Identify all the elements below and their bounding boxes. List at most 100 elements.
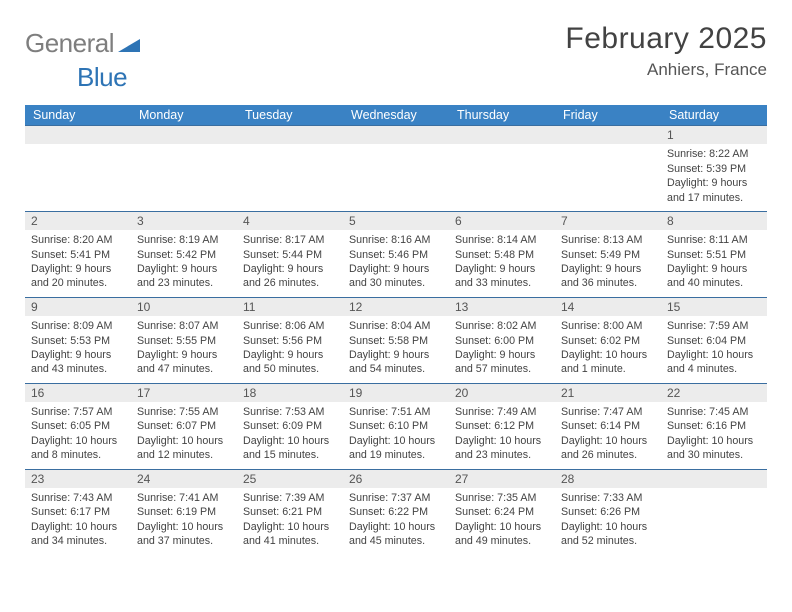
day-number: 23	[25, 470, 131, 488]
calendar-day-cell: 23 Sunrise: 7:43 AMSunset: 6:17 PMDayligh…	[25, 470, 131, 555]
day-info: Sunrise: 8:16 AMSunset: 5:46 PMDaylight:…	[349, 233, 443, 291]
day-number	[555, 126, 661, 144]
day-info: Sunrise: 8:17 AMSunset: 5:44 PMDaylight:…	[243, 233, 337, 291]
day-info: Sunrise: 7:49 AMSunset: 6:12 PMDaylight:…	[455, 405, 549, 463]
day-number: 17	[131, 384, 237, 402]
weekday-header-cell: Sunday	[25, 105, 131, 125]
calendar-week-row: 1 Sunrise: 8:22 AMSunset: 5:39 PMDaylight…	[25, 125, 767, 211]
month-title: February 2025	[565, 22, 767, 56]
day-number	[661, 470, 767, 488]
day-info: Sunrise: 8:07 AMSunset: 5:55 PMDaylight:…	[137, 319, 231, 377]
day-info: Sunrise: 7:45 AMSunset: 6:16 PMDaylight:…	[667, 405, 761, 463]
day-number: 5	[343, 212, 449, 230]
day-info: Sunrise: 7:37 AMSunset: 6:22 PMDaylight:…	[349, 491, 443, 549]
calendar-day-cell	[449, 126, 555, 211]
day-info: Sunrise: 8:11 AMSunset: 5:51 PMDaylight:…	[667, 233, 761, 291]
calendar-day-cell: 14Sunrise: 8:00 AMSunset: 6:02 PMDayligh…	[555, 298, 661, 383]
calendar-day-cell: 1 Sunrise: 8:22 AMSunset: 5:39 PMDaylight…	[661, 126, 767, 211]
day-number: 26	[343, 470, 449, 488]
day-number: 18	[237, 384, 343, 402]
calendar-day-cell: 8 Sunrise: 8:11 AMSunset: 5:51 PMDaylight…	[661, 212, 767, 297]
day-number	[449, 126, 555, 144]
weekday-header-cell: Thursday	[449, 105, 555, 125]
day-number	[131, 126, 237, 144]
day-info: Sunrise: 8:02 AMSunset: 6:00 PMDaylight:…	[455, 319, 549, 377]
calendar-day-cell: 3 Sunrise: 8:19 AMSunset: 5:42 PMDaylight…	[131, 212, 237, 297]
calendar-day-cell: 16 Sunrise: 7:57 AMSunset: 6:05 PMDayligh…	[25, 384, 131, 469]
day-info: Sunrise: 7:41 AMSunset: 6:19 PMDaylight:…	[137, 491, 231, 549]
day-info: Sunrise: 8:20 AMSunset: 5:41 PMDaylight:…	[31, 233, 125, 291]
calendar-day-cell: 2Sunrise: 8:20 AMSunset: 5:41 PMDaylight…	[25, 212, 131, 297]
calendar-day-cell: 20Sunrise: 7:49 AMSunset: 6:12 PMDayligh…	[449, 384, 555, 469]
day-info: Sunrise: 8:00 AMSunset: 6:02 PMDaylight:…	[561, 319, 655, 377]
calendar-day-cell: 11Sunrise: 8:06 AMSunset: 5:56 PMDayligh…	[237, 298, 343, 383]
day-info: Sunrise: 7:59 AMSunset: 6:04 PMDaylight:…	[667, 319, 761, 377]
calendar-day-cell: 9Sunrise: 8:09 AMSunset: 5:53 PMDaylight…	[25, 298, 131, 383]
weekday-header-cell: Saturday	[661, 105, 767, 125]
calendar-day-cell	[131, 126, 237, 211]
day-info: Sunrise: 7:57 AMSunset: 6:05 PMDaylight:…	[31, 405, 125, 463]
calendar-week-row: 23 Sunrise: 7:43 AMSunset: 6:17 PMDayligh…	[25, 469, 767, 555]
day-info: Sunrise: 8:19 AMSunset: 5:42 PMDaylight:…	[137, 233, 231, 291]
weekday-header-row: SundayMondayTuesdayWednesdayThursdayFrid…	[25, 105, 767, 125]
day-number: 15	[661, 298, 767, 316]
calendar-day-cell	[343, 126, 449, 211]
calendar-day-cell: 24 Sunrise: 7:41 AMSunset: 6:19 PMDayligh…	[131, 470, 237, 555]
day-number: 16	[25, 384, 131, 402]
day-number: 12	[343, 298, 449, 316]
calendar-day-cell: 27Sunrise: 7:35 AMSunset: 6:24 PMDayligh…	[449, 470, 555, 555]
calendar-day-cell: 25Sunrise: 7:39 AMSunset: 6:21 PMDayligh…	[237, 470, 343, 555]
day-info: Sunrise: 8:13 AMSunset: 5:49 PMDaylight:…	[561, 233, 655, 291]
day-info: Sunrise: 7:33 AMSunset: 6:26 PMDaylight:…	[561, 491, 655, 549]
weekday-header-cell: Monday	[131, 105, 237, 125]
calendar-day-cell: 15 Sunrise: 7:59 AMSunset: 6:04 PMDayligh…	[661, 298, 767, 383]
calendar-day-cell	[555, 126, 661, 211]
day-info: Sunrise: 8:04 AMSunset: 5:58 PMDaylight:…	[349, 319, 443, 377]
day-info: Sunrise: 7:51 AMSunset: 6:10 PMDaylight:…	[349, 405, 443, 463]
calendar-day-cell: 13 Sunrise: 8:02 AMSunset: 6:00 PMDayligh…	[449, 298, 555, 383]
calendar-day-cell: 7 Sunrise: 8:13 AMSunset: 5:49 PMDaylight…	[555, 212, 661, 297]
weekday-header-cell: Tuesday	[237, 105, 343, 125]
calendar-day-cell: 19 Sunrise: 7:51 AMSunset: 6:10 PMDayligh…	[343, 384, 449, 469]
weekday-header-cell: Friday	[555, 105, 661, 125]
calendar-week-row: 9Sunrise: 8:09 AMSunset: 5:53 PMDaylight…	[25, 297, 767, 383]
day-number: 25	[237, 470, 343, 488]
logo-text-general: General	[25, 28, 114, 59]
day-number	[237, 126, 343, 144]
calendar-day-cell: 10 Sunrise: 8:07 AMSunset: 5:55 PMDayligh…	[131, 298, 237, 383]
logo-triangle-icon	[118, 36, 140, 57]
day-number: 10	[131, 298, 237, 316]
calendar-body: 1 Sunrise: 8:22 AMSunset: 5:39 PMDaylight…	[25, 125, 767, 555]
calendar-day-cell: 26 Sunrise: 7:37 AMSunset: 6:22 PMDayligh…	[343, 470, 449, 555]
day-info: Sunrise: 8:22 AMSunset: 5:39 PMDaylight:…	[667, 147, 761, 205]
day-info: Sunrise: 7:55 AMSunset: 6:07 PMDaylight:…	[137, 405, 231, 463]
calendar-day-cell	[25, 126, 131, 211]
day-number: 28	[555, 470, 661, 488]
calendar-day-cell: 21Sunrise: 7:47 AMSunset: 6:14 PMDayligh…	[555, 384, 661, 469]
calendar-day-cell	[237, 126, 343, 211]
calendar-day-cell	[661, 470, 767, 555]
logo-text-blue: Blue	[25, 62, 127, 92]
weekday-header-cell: Wednesday	[343, 105, 449, 125]
day-number: 24	[131, 470, 237, 488]
calendar-day-cell: 6Sunrise: 8:14 AMSunset: 5:48 PMDaylight…	[449, 212, 555, 297]
day-number: 27	[449, 470, 555, 488]
day-number: 8	[661, 212, 767, 230]
calendar: SundayMondayTuesdayWednesdayThursdayFrid…	[25, 105, 767, 555]
day-number: 4	[237, 212, 343, 230]
calendar-week-row: 2Sunrise: 8:20 AMSunset: 5:41 PMDaylight…	[25, 211, 767, 297]
day-number: 9	[25, 298, 131, 316]
day-number: 3	[131, 212, 237, 230]
day-number: 7	[555, 212, 661, 230]
day-number: 19	[343, 384, 449, 402]
day-info: Sunrise: 7:43 AMSunset: 6:17 PMDaylight:…	[31, 491, 125, 549]
day-info: Sunrise: 8:14 AMSunset: 5:48 PMDaylight:…	[455, 233, 549, 291]
day-number: 1	[661, 126, 767, 144]
day-number	[343, 126, 449, 144]
logo: General	[25, 22, 142, 59]
day-number: 21	[555, 384, 661, 402]
calendar-day-cell: 22Sunrise: 7:45 AMSunset: 6:16 PMDayligh…	[661, 384, 767, 469]
calendar-day-cell: 17 Sunrise: 7:55 AMSunset: 6:07 PMDayligh…	[131, 384, 237, 469]
calendar-week-row: 16 Sunrise: 7:57 AMSunset: 6:05 PMDayligh…	[25, 383, 767, 469]
day-number: 13	[449, 298, 555, 316]
